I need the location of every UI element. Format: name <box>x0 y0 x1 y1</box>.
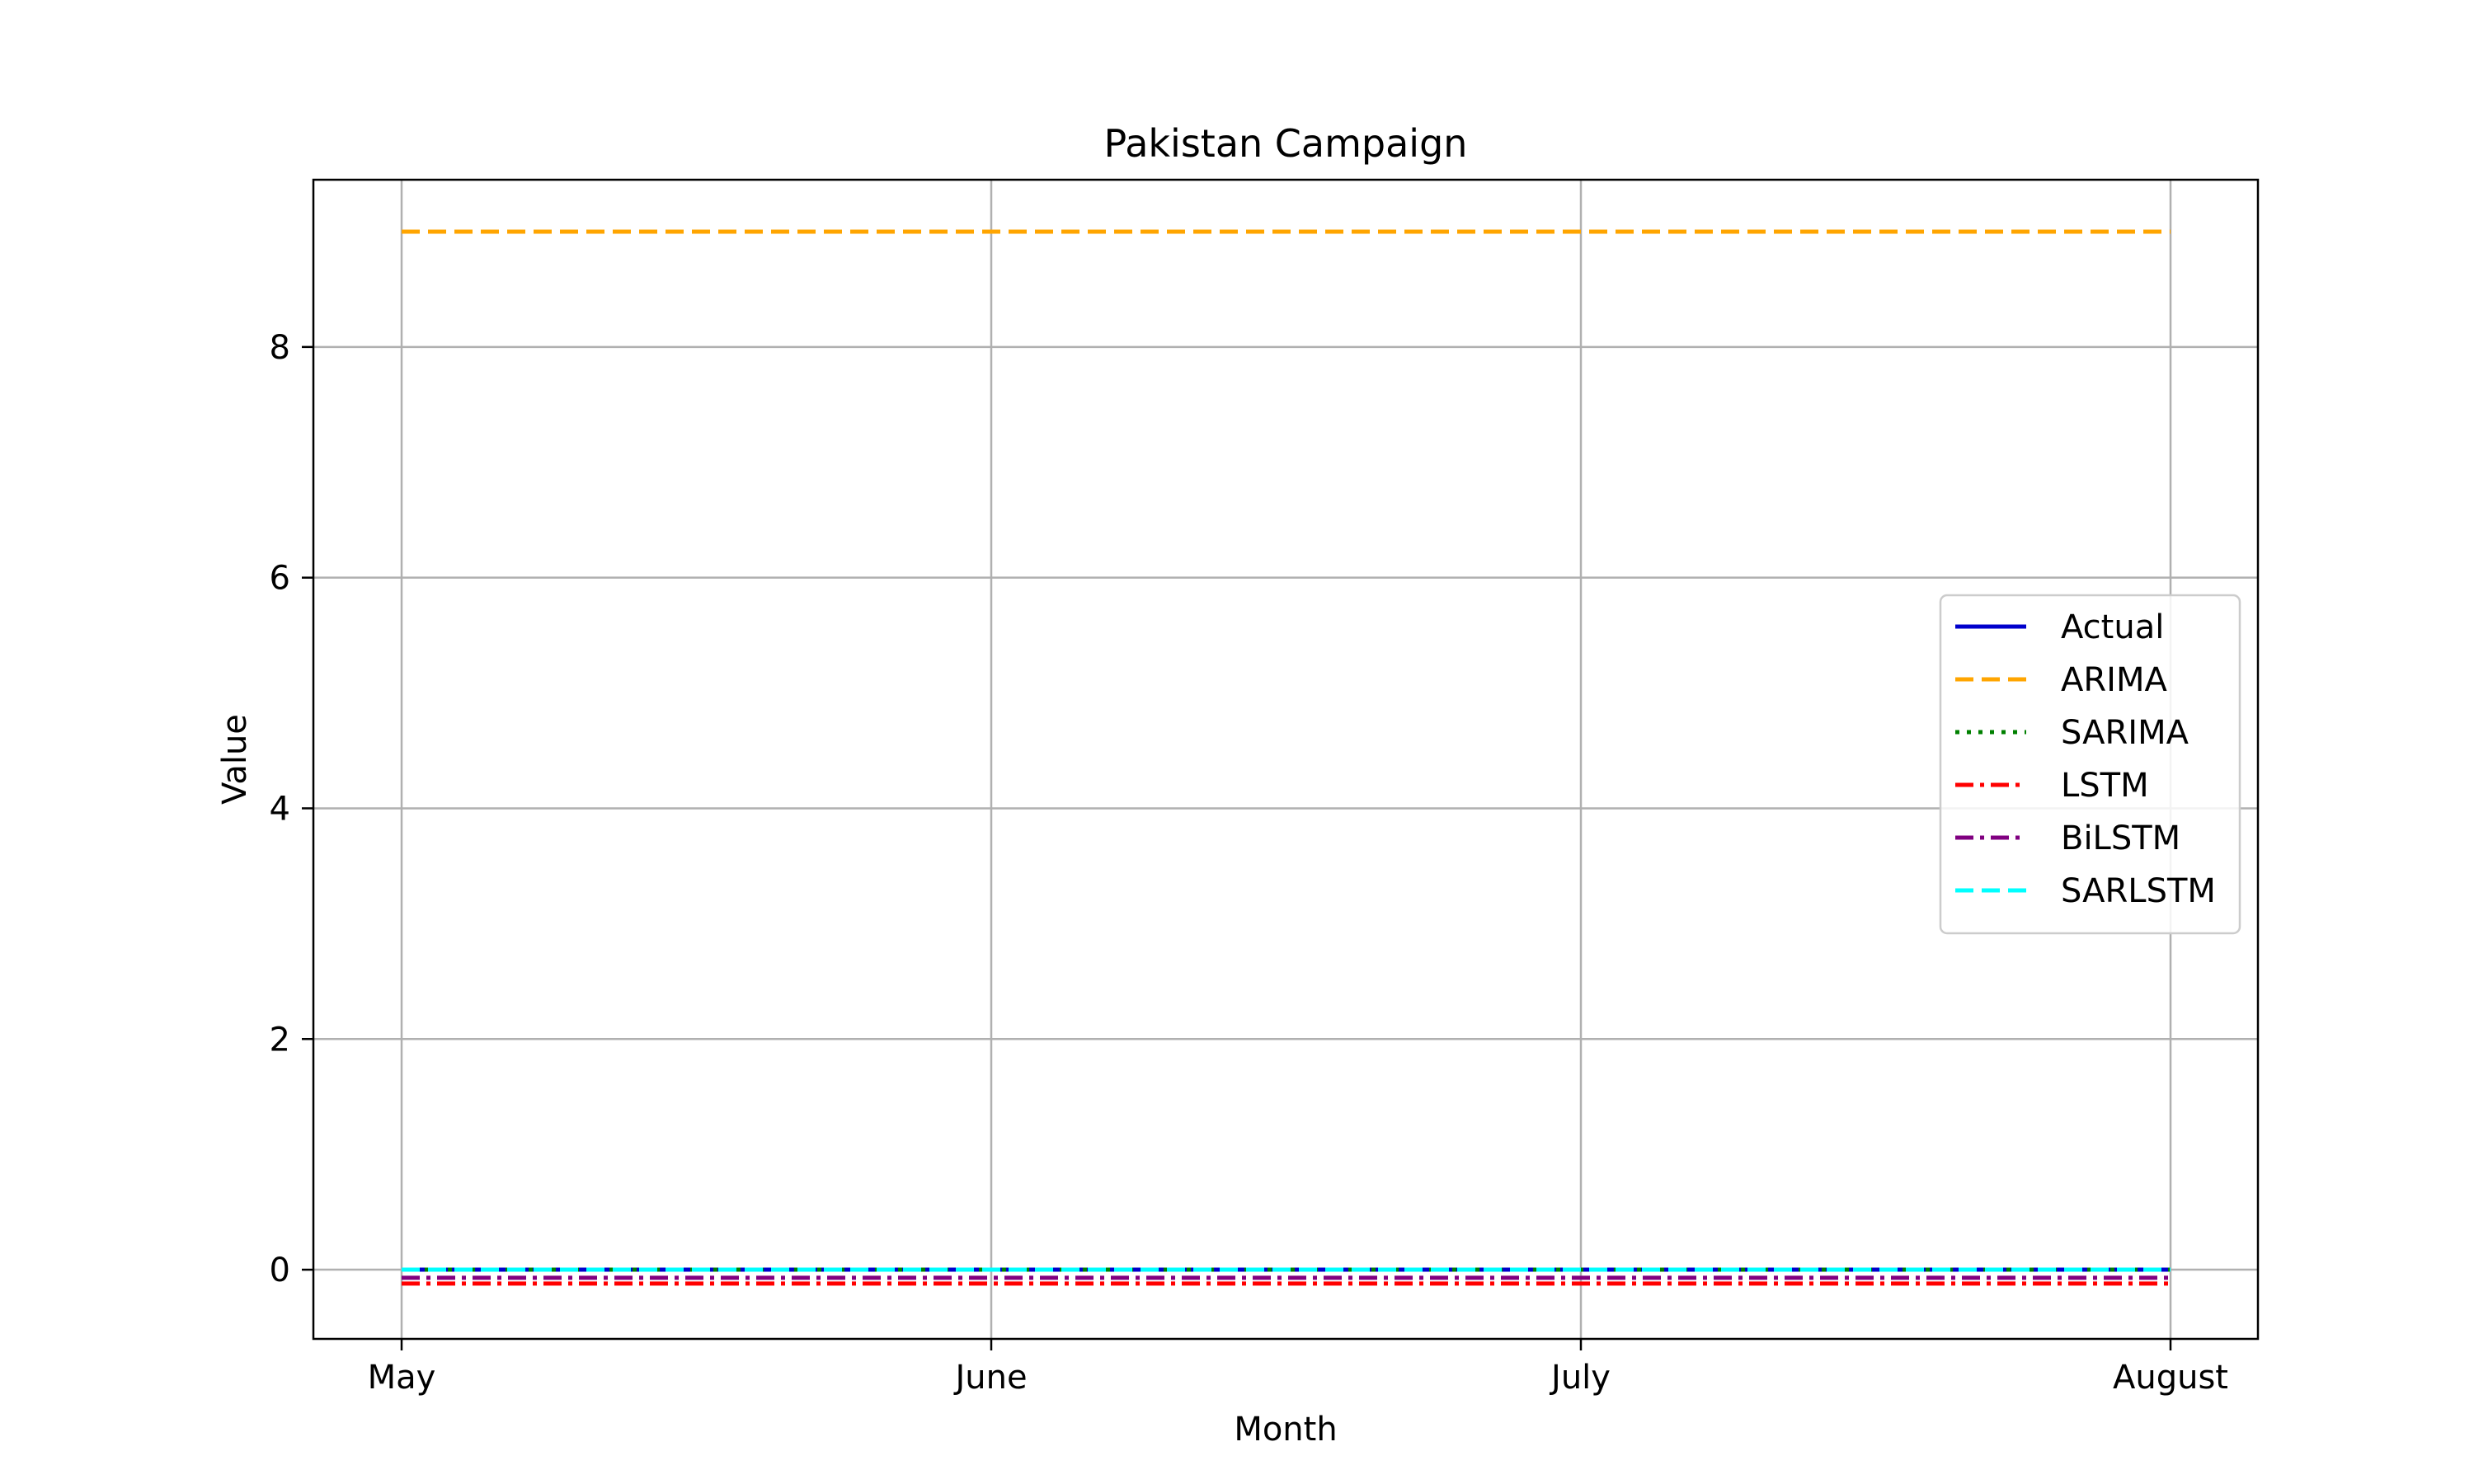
legend-label-bilstm: BiLSTM <box>2061 819 2180 857</box>
axis-ticks: May June July August 0 2 4 6 8 <box>270 329 2228 1397</box>
legend-label-sarlstm: SARLSTM <box>2061 872 2216 910</box>
legend-label-arima: ARIMA <box>2061 661 2167 699</box>
x-tick-label: July <box>1549 1359 1611 1397</box>
legend: Actual ARIMA SARIMA LSTM BiLSTM SARLSTM <box>1939 594 2241 935</box>
legend-label-lstm: LSTM <box>2061 767 2149 805</box>
grid <box>313 180 2258 1339</box>
chart-title: Pakistan Campaign <box>1104 121 1468 166</box>
y-axis-label: Value <box>216 714 254 805</box>
x-tick-label: June <box>952 1359 1027 1397</box>
y-tick-label: 6 <box>270 560 290 598</box>
plot-frame <box>312 178 2260 1341</box>
series-lines <box>402 229 2171 1286</box>
y-tick-label: 2 <box>270 1021 290 1059</box>
legend-label-sarima: SARIMA <box>2061 714 2189 752</box>
y-tick-label: 4 <box>270 790 290 828</box>
y-tick-label: 0 <box>270 1252 290 1289</box>
legend-label-actual: Actual <box>2061 608 2164 646</box>
x-axis-label: Month <box>1234 1411 1337 1449</box>
y-tick-label: 8 <box>270 329 290 367</box>
x-tick-label: August <box>2113 1359 2228 1397</box>
x-tick-label: May <box>368 1359 436 1397</box>
